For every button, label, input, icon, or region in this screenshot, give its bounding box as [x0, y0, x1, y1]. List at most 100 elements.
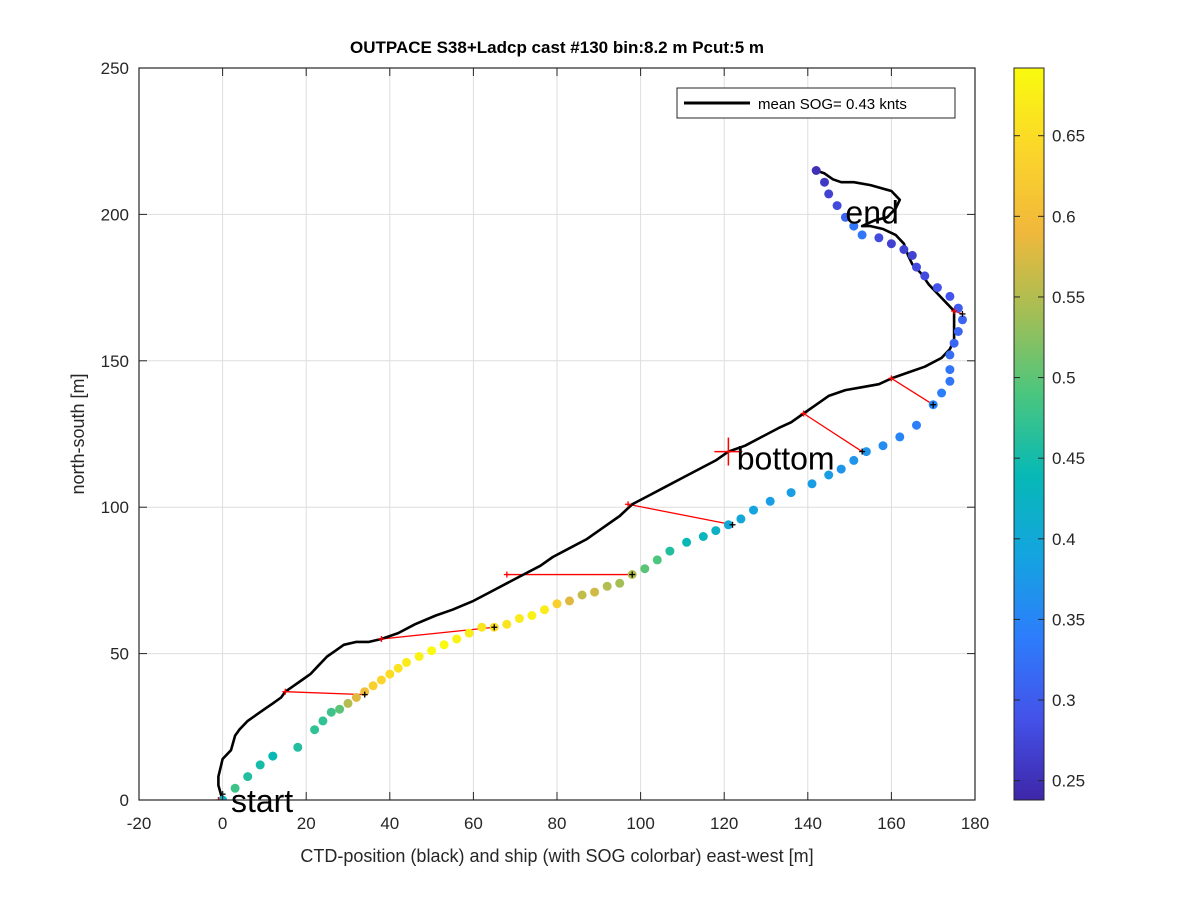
ship-point [540, 605, 549, 615]
colorbar-tick-label: 0.5 [1052, 369, 1076, 388]
y-tick-label: 50 [110, 645, 129, 664]
x-tick-label: 80 [548, 814, 567, 833]
ship-point [811, 166, 821, 175]
ship-point [565, 596, 574, 606]
ship-point [857, 230, 867, 240]
ship-point [749, 505, 758, 515]
y-tick-label: 150 [101, 352, 129, 371]
ship-point [477, 622, 487, 632]
ship-point [912, 420, 921, 430]
ship-point [736, 514, 746, 524]
ship-point [502, 619, 512, 629]
ship-point [958, 315, 967, 325]
y-tick-label: 250 [101, 59, 129, 78]
ship-point [615, 578, 625, 588]
ship-point [824, 470, 834, 480]
colorbar-ticks: 0.25 0.3 0.35 0.4 0.45 0.5 0.55 0.6 0.65 [1014, 127, 1085, 791]
ship-point [824, 189, 834, 199]
ship-point [230, 783, 240, 793]
x-tick-label: 60 [464, 814, 483, 833]
connection-line [627, 503, 733, 526]
ship-point [832, 201, 842, 211]
ship-point [414, 652, 424, 661]
ship-point [937, 388, 947, 398]
colorbar-tick-label: 0.35 [1052, 610, 1085, 629]
ship-point [243, 772, 253, 782]
colorbar-tick-label: 0.3 [1052, 691, 1076, 710]
ship-point [602, 581, 612, 591]
legend: mean SOG= 0.43 knts [676, 87, 956, 119]
annotation-end: end [845, 194, 898, 230]
ship-point [376, 675, 386, 685]
ship-point [836, 464, 846, 474]
ctd-track-line [217, 169, 956, 800]
x-tick-label: 0 [218, 814, 227, 833]
x-tick-label: 120 [710, 814, 738, 833]
ship-point [682, 537, 692, 547]
colorbar-tick-label: 0.55 [1052, 288, 1085, 307]
ship-point [343, 698, 353, 708]
ship-point [932, 283, 942, 293]
ship-point [840, 212, 850, 222]
y-axis-label: north-south [m] [68, 373, 88, 494]
ship-point [577, 590, 587, 600]
ship-point [711, 526, 721, 536]
colorbar-tick-label: 0.65 [1052, 127, 1085, 146]
ship-point [452, 634, 462, 644]
ship-point [514, 614, 524, 623]
ship-point [652, 555, 662, 565]
ship-point [786, 488, 796, 498]
ship-point [464, 628, 474, 638]
y-axis-ticks: 0 50 100 150 200 250 [101, 59, 975, 810]
x-tick-label: 100 [626, 814, 654, 833]
ship-point [255, 760, 265, 770]
ship-point [385, 669, 395, 679]
ship-points [218, 166, 967, 800]
ship-point [849, 455, 859, 465]
ship-point [402, 657, 411, 667]
x-tick-label: 140 [794, 814, 822, 833]
ship-point [878, 441, 888, 451]
ship-point [945, 365, 955, 375]
connection-line [285, 691, 365, 696]
ship-point [886, 239, 896, 249]
ship-point [335, 704, 345, 714]
ship-point [953, 327, 963, 336]
y-tick-label: 0 [120, 791, 129, 810]
ship-point [895, 432, 905, 442]
ship-point [945, 291, 955, 301]
legend-label: mean SOG= 0.43 knts [758, 96, 907, 113]
ship-point [439, 640, 449, 650]
x-axis-ticks: -20 0 20 40 60 80 100 120 140 160 180 [127, 68, 989, 833]
colorbar-tick-label: 0.6 [1052, 207, 1076, 226]
x-tick-label: 40 [380, 814, 399, 833]
ship-point [899, 245, 909, 254]
ship-point [820, 177, 829, 187]
ship-point [393, 663, 403, 673]
ship-point [912, 262, 921, 272]
colorbar-tick-label: 0.25 [1052, 772, 1085, 791]
ship-point [698, 532, 708, 541]
colorbar-gradient [1013, 67, 1045, 801]
ship-point [874, 233, 884, 243]
x-tick-label: -20 [127, 814, 152, 833]
ship-point [765, 496, 775, 506]
connection-lines [217, 310, 963, 800]
x-tick-label: 180 [961, 814, 989, 833]
plot-content [215, 166, 967, 800]
connection-markers [215, 308, 966, 800]
colorbar-tick-label: 0.4 [1052, 530, 1076, 549]
annotation-bottom: bottom [737, 440, 835, 476]
ship-point [318, 716, 328, 726]
connection-line [891, 377, 934, 406]
ship-point [907, 250, 917, 260]
ship-point [268, 751, 278, 761]
ship-point [920, 271, 930, 281]
ship-point [590, 587, 600, 597]
annotations: start bottom end [231, 194, 899, 819]
chart-title: OUTPACE S38+Ladcp cast #130 bin:8.2 m Pc… [350, 38, 764, 57]
colorbar: 0.25 0.3 0.35 0.4 0.45 0.5 0.55 0.6 0.65 [1013, 67, 1085, 801]
connection-line [381, 626, 495, 640]
x-tick-label: 160 [877, 814, 905, 833]
